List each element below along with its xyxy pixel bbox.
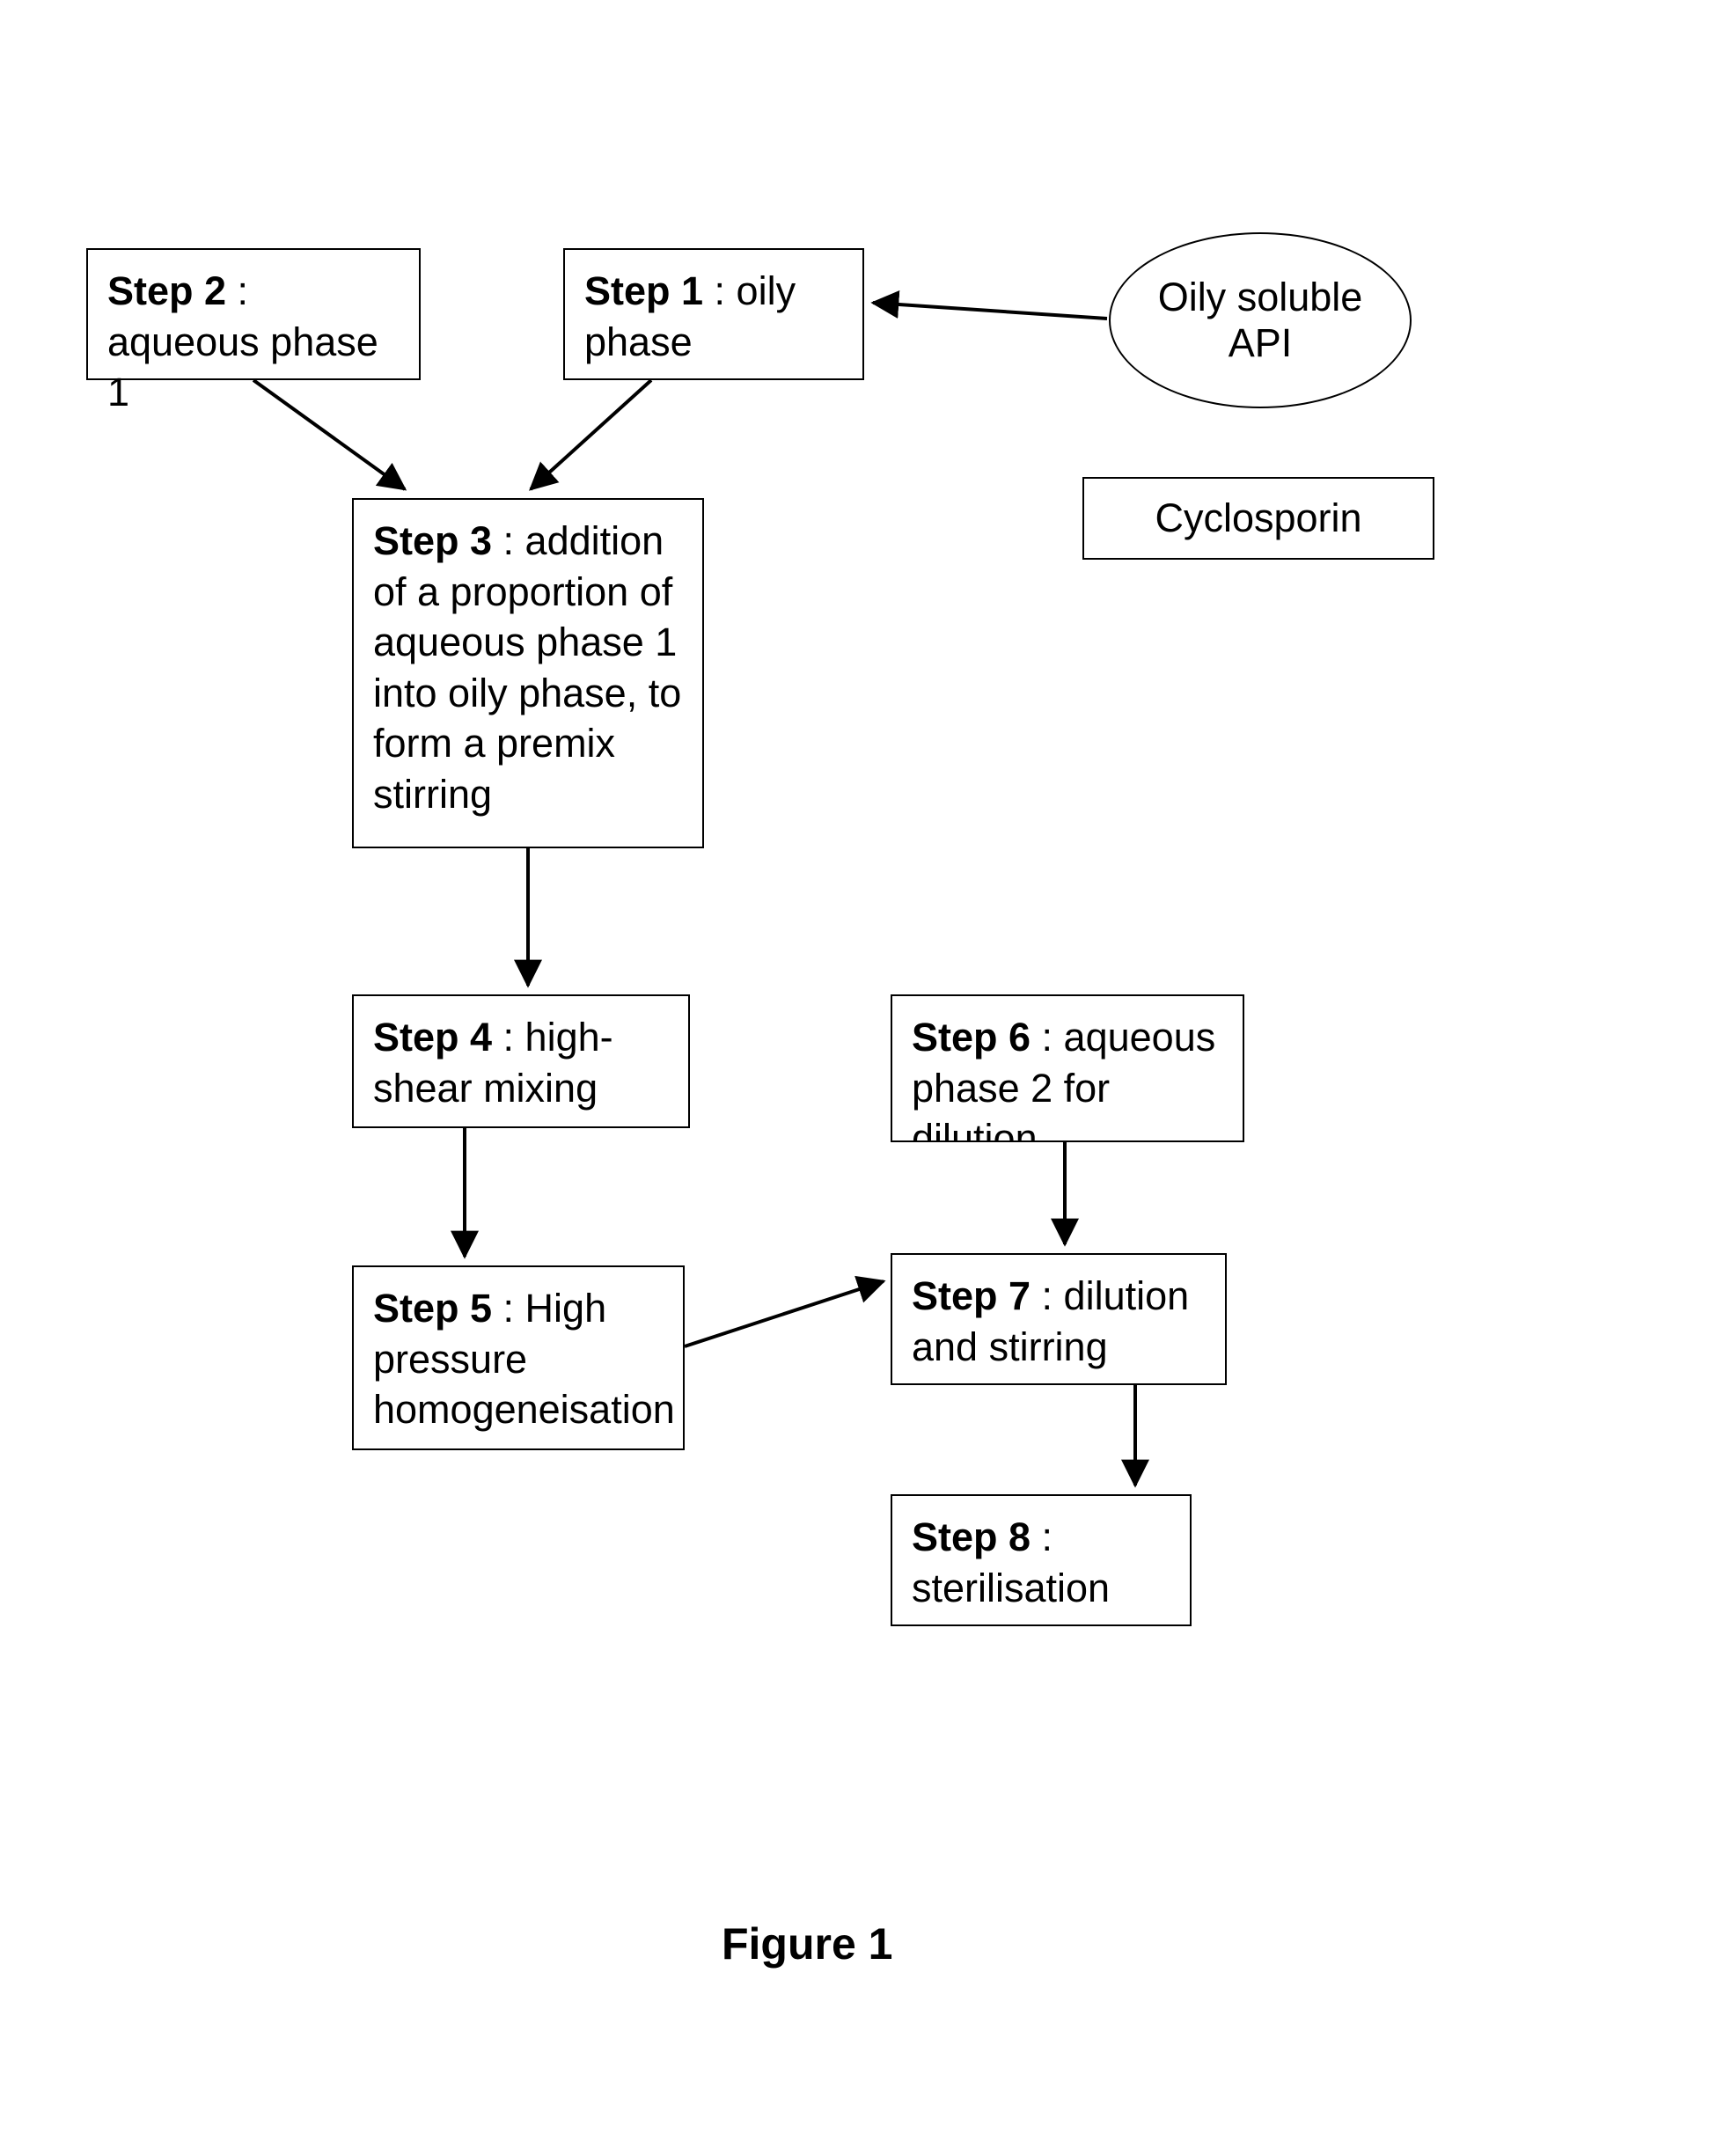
node-step4: Step 4 : high-shear mixing — [352, 994, 690, 1128]
edge-step2-to-step3 — [253, 380, 405, 489]
flowchart-canvas: Step 2 : aqueous phase 1 Step 1 : oily p… — [0, 0, 1709, 2156]
step5-label: Step 5 — [373, 1286, 492, 1331]
edge-api-to-step1 — [873, 303, 1107, 319]
cyclosporin-text: Cyclosporin — [1155, 493, 1361, 544]
figure-caption-text: Figure 1 — [722, 1919, 892, 1969]
node-step7: Step 7 : dilution and stirring — [891, 1253, 1227, 1385]
step7-label: Step 7 — [912, 1273, 1031, 1318]
node-step1: Step 1 : oily phase — [563, 248, 864, 380]
node-step3: Step 3 : addition of a proportion of aqu… — [352, 498, 704, 848]
edge-step5-to-step7 — [685, 1281, 884, 1346]
step4-label: Step 4 — [373, 1015, 492, 1060]
edge-step1-to-step3 — [531, 380, 651, 489]
node-step2: Step 2 : aqueous phase 1 — [86, 248, 421, 380]
figure-caption: Figure 1 — [722, 1918, 892, 1969]
node-step5: Step 5 : High pressure homogeneisation — [352, 1265, 685, 1450]
api-text: Oily soluble API — [1137, 275, 1383, 366]
step3-label: Step 3 — [373, 518, 492, 563]
step8-label: Step 8 — [912, 1514, 1031, 1559]
node-cyclosporin: Cyclosporin — [1082, 477, 1434, 560]
step2-label: Step 2 — [107, 268, 226, 313]
node-api: Oily soluble API — [1109, 232, 1412, 408]
node-step6: Step 6 : aqueous phase 2 for dilution — [891, 994, 1244, 1142]
step1-label: Step 1 — [584, 268, 703, 313]
step6-label: Step 6 — [912, 1015, 1031, 1060]
node-step8: Step 8 : sterilisation — [891, 1494, 1192, 1626]
